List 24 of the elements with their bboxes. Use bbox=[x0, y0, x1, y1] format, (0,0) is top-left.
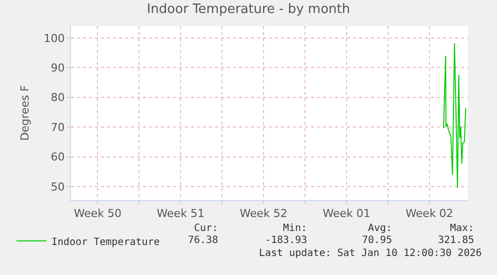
text: Max: bbox=[450, 223, 474, 234]
y-tick-label: 50 bbox=[50, 180, 65, 194]
text: 76.38 bbox=[188, 235, 218, 246]
text: Avg: bbox=[368, 223, 392, 234]
text: 321.85 bbox=[438, 235, 474, 246]
text: 70.95 bbox=[362, 235, 392, 246]
x-tick-label: Week 02 bbox=[406, 207, 454, 220]
y-axis-title: Degrees F bbox=[18, 85, 32, 141]
x-tick-label: Week 52 bbox=[240, 207, 288, 220]
text: -183.93 bbox=[265, 235, 308, 246]
x-tick-label: Week 51 bbox=[156, 207, 204, 220]
line-series bbox=[443, 42, 466, 188]
text: Min: bbox=[283, 223, 308, 234]
text: Cur: bbox=[194, 223, 218, 234]
y-tick-label: 60 bbox=[50, 150, 65, 164]
x-tick-label: Week 50 bbox=[74, 207, 122, 220]
y-tick-label: 70 bbox=[50, 120, 65, 134]
y-tick-label: 100 bbox=[44, 32, 65, 45]
text: Last update: Sat Jan 10 12:00:30 2026 bbox=[259, 248, 482, 259]
x-tick-label: Week 01 bbox=[322, 207, 370, 220]
y-tick-label: 80 bbox=[50, 91, 65, 104]
y-tick-label: 90 bbox=[50, 61, 65, 74]
chart-title: Indoor Temperature - by month bbox=[146, 2, 350, 18]
legend-label: Indoor Temperature bbox=[51, 236, 160, 248]
